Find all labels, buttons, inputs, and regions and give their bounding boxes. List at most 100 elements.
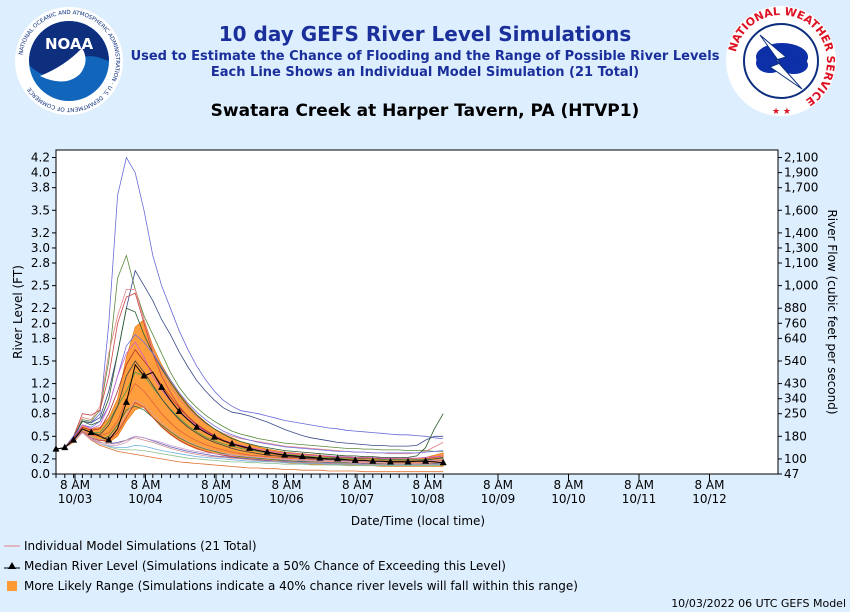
simulation-line-6 [55, 307, 444, 458]
x-axis-label: Date/Time (local time) [351, 514, 485, 528]
y-tick-label: 1.5 [31, 354, 50, 368]
chart-subtitle-1: Used to Estimate the Chance of Flooding … [130, 49, 720, 64]
median-marker [228, 439, 236, 447]
y-axis-label: River Level (FT) [11, 265, 25, 359]
x-tick-date: 10/06 [269, 492, 304, 506]
median-marker [351, 456, 359, 463]
simulation-line-20 [55, 432, 444, 473]
median-marker [246, 444, 254, 451]
x-tick-time: 8 AM [694, 478, 724, 492]
y-tick-label: 0.5 [31, 429, 50, 443]
y2-tick-label: 1,000 [784, 279, 818, 293]
y2-tick-label: 430 [784, 377, 807, 391]
axes-layer: 0.0 47 0.2 100 0.5 180 0.8 250 1.0 340 1.2 430 1.5 54… [31, 151, 818, 506]
simulation-line-18 [55, 432, 444, 466]
y2-axis-label: River Flow (cubic feet per second) [825, 209, 839, 414]
y-tick-label: 2.0 [31, 316, 50, 330]
median-marker [70, 436, 78, 443]
noaa-logo-text: NOAA [45, 35, 94, 53]
median-marker [439, 458, 447, 466]
y-tick-label: 0.8 [31, 407, 50, 421]
legend-individual: Individual Model Simulations (21 Total) [4, 539, 257, 553]
median-marker [61, 443, 69, 451]
y2-tick-label: 1,900 [784, 166, 818, 180]
y-tick-label: 4.2 [31, 151, 50, 165]
median-layer [52, 363, 447, 466]
median-marker [422, 457, 430, 464]
model-run-footer: 10/03/2022 06 UTC GEFS Model [671, 597, 846, 610]
y2-tick-label: 540 [784, 354, 807, 368]
legend-individual-swatch [4, 540, 20, 552]
median-marker [316, 454, 324, 461]
simulation-line-17 [55, 432, 444, 465]
median-marker [193, 423, 201, 430]
simulation-line-21 [55, 432, 444, 463]
legend-range-label: More Likely Range (Simulations indicate … [24, 579, 578, 593]
y2-tick-label: 47 [784, 467, 799, 481]
x-tick-time: 8 AM [60, 478, 90, 492]
legend-individual-label: Individual Model Simulations (21 Total) [24, 539, 257, 553]
median-marker [140, 372, 148, 379]
y-tick-label: 3.0 [31, 241, 50, 255]
legend-median-label: Median River Level (Simulations indicate… [24, 559, 506, 573]
median-marker [263, 448, 271, 455]
chart-title: 10 day GEFS River Level Simulations [218, 22, 632, 46]
median-marker [158, 383, 166, 390]
median-marker [369, 457, 377, 464]
y2-tick-label: 1,400 [784, 226, 818, 240]
y-tick-label: 1.0 [31, 392, 50, 406]
x-tick-date: 10/10 [551, 492, 586, 506]
legend-median: Median River Level (Simulations indicate… [4, 559, 506, 573]
y-tick-label: 0.0 [31, 467, 50, 481]
x-tick-time: 8 AM [553, 478, 583, 492]
simulation-line-19 [55, 432, 444, 467]
median-marker [122, 398, 130, 405]
simulation-line-1 [55, 156, 444, 450]
simulation-line-7 [55, 334, 444, 454]
y2-tick-label: 1,300 [784, 241, 818, 255]
median-marker [404, 457, 412, 465]
x-tick-date: 10/09 [481, 492, 516, 506]
x-tick-time: 8 AM [412, 478, 442, 492]
legend-range-swatch [4, 580, 20, 592]
x-tick-time: 8 AM [342, 478, 372, 492]
svg-text:★ ★: ★ ★ [772, 107, 791, 117]
x-tick-time: 8 AM [624, 478, 654, 492]
y2-tick-label: 640 [784, 331, 807, 345]
station-title: Swatara Creek at Harper Tavern, PA (HTVP… [210, 101, 640, 121]
nws-logo: NATIONAL WEATHER SERVICE ★ ★ [726, 5, 837, 117]
legend-median-swatch [4, 560, 20, 572]
y2-tick-label: 2,100 [784, 151, 818, 165]
median-marker [210, 433, 218, 440]
y2-tick-label: 1,100 [784, 256, 818, 270]
x-tick-date: 10/12 [692, 492, 727, 506]
x-tick-time: 8 AM [201, 478, 231, 492]
median-marker [105, 436, 113, 443]
median-marker [334, 454, 342, 462]
y2-tick-label: 760 [784, 316, 807, 330]
x-tick-date: 10/05 [199, 492, 234, 506]
y-tick-label: 0.2 [31, 452, 50, 466]
simulation-line-2 [55, 254, 444, 452]
y2-tick-label: 1,600 [784, 203, 818, 217]
y2-tick-label: 880 [784, 301, 807, 315]
y2-tick-label: 250 [784, 407, 807, 421]
y-tick-label: 3.2 [31, 226, 50, 240]
y-tick-label: 2.8 [31, 256, 50, 270]
y-tick-label: 2.5 [31, 279, 50, 293]
x-tick-date: 10/07 [340, 492, 375, 506]
y2-tick-label: 340 [784, 392, 807, 406]
median-marker [87, 428, 95, 436]
median-marker [52, 445, 60, 452]
legend-range: More Likely Range (Simulations indicate … [4, 579, 578, 593]
noaa-logo: NOAA NATIONAL OCEANIC AND ATMOSPHERIC AD… [15, 7, 123, 115]
y2-tick-label: 100 [784, 452, 807, 466]
x-tick-time: 8 AM [483, 478, 513, 492]
y-tick-label: 3.5 [31, 203, 50, 217]
x-tick-date: 10/04 [128, 492, 163, 506]
x-tick-date: 10/03 [58, 492, 93, 506]
y-tick-label: 3.8 [31, 181, 50, 195]
median-marker [298, 452, 306, 460]
x-tick-time: 8 AM [271, 478, 301, 492]
